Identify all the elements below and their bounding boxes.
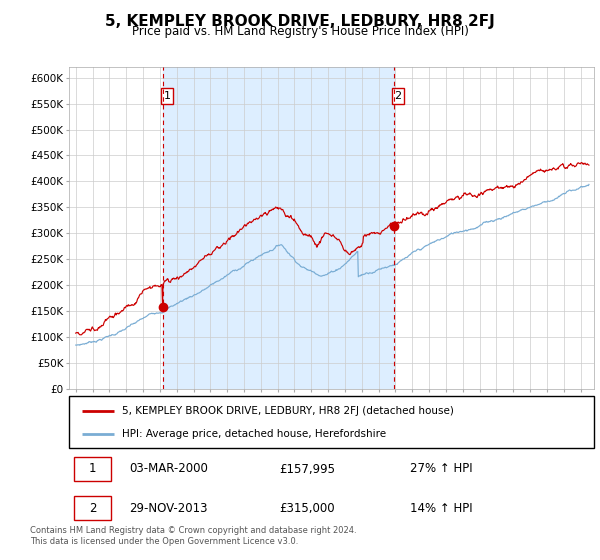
Text: 2: 2 — [395, 91, 401, 101]
Text: 1: 1 — [163, 91, 170, 101]
Bar — [163, 67, 394, 389]
Text: 2: 2 — [89, 502, 97, 515]
Text: 27% ↑ HPI: 27% ↑ HPI — [410, 463, 473, 475]
FancyBboxPatch shape — [74, 457, 111, 481]
Text: 5, KEMPLEY BROOK DRIVE, LEDBURY, HR8 2FJ (detached house): 5, KEMPLEY BROOK DRIVE, LEDBURY, HR8 2FJ… — [121, 406, 454, 416]
Text: Price paid vs. HM Land Registry's House Price Index (HPI): Price paid vs. HM Land Registry's House … — [131, 25, 469, 38]
Text: 29-NOV-2013: 29-NOV-2013 — [130, 502, 208, 515]
Text: £157,995: £157,995 — [279, 463, 335, 475]
Text: 03-MAR-2000: 03-MAR-2000 — [130, 463, 208, 475]
FancyBboxPatch shape — [69, 396, 594, 448]
Text: Contains HM Land Registry data © Crown copyright and database right 2024.
This d: Contains HM Land Registry data © Crown c… — [30, 526, 356, 546]
Text: 5, KEMPLEY BROOK DRIVE, LEDBURY, HR8 2FJ: 5, KEMPLEY BROOK DRIVE, LEDBURY, HR8 2FJ — [105, 14, 495, 29]
Text: £315,000: £315,000 — [279, 502, 335, 515]
Text: 14% ↑ HPI: 14% ↑ HPI — [410, 502, 473, 515]
Text: 1: 1 — [89, 463, 97, 475]
Text: HPI: Average price, detached house, Herefordshire: HPI: Average price, detached house, Here… — [121, 428, 386, 438]
FancyBboxPatch shape — [74, 496, 111, 520]
